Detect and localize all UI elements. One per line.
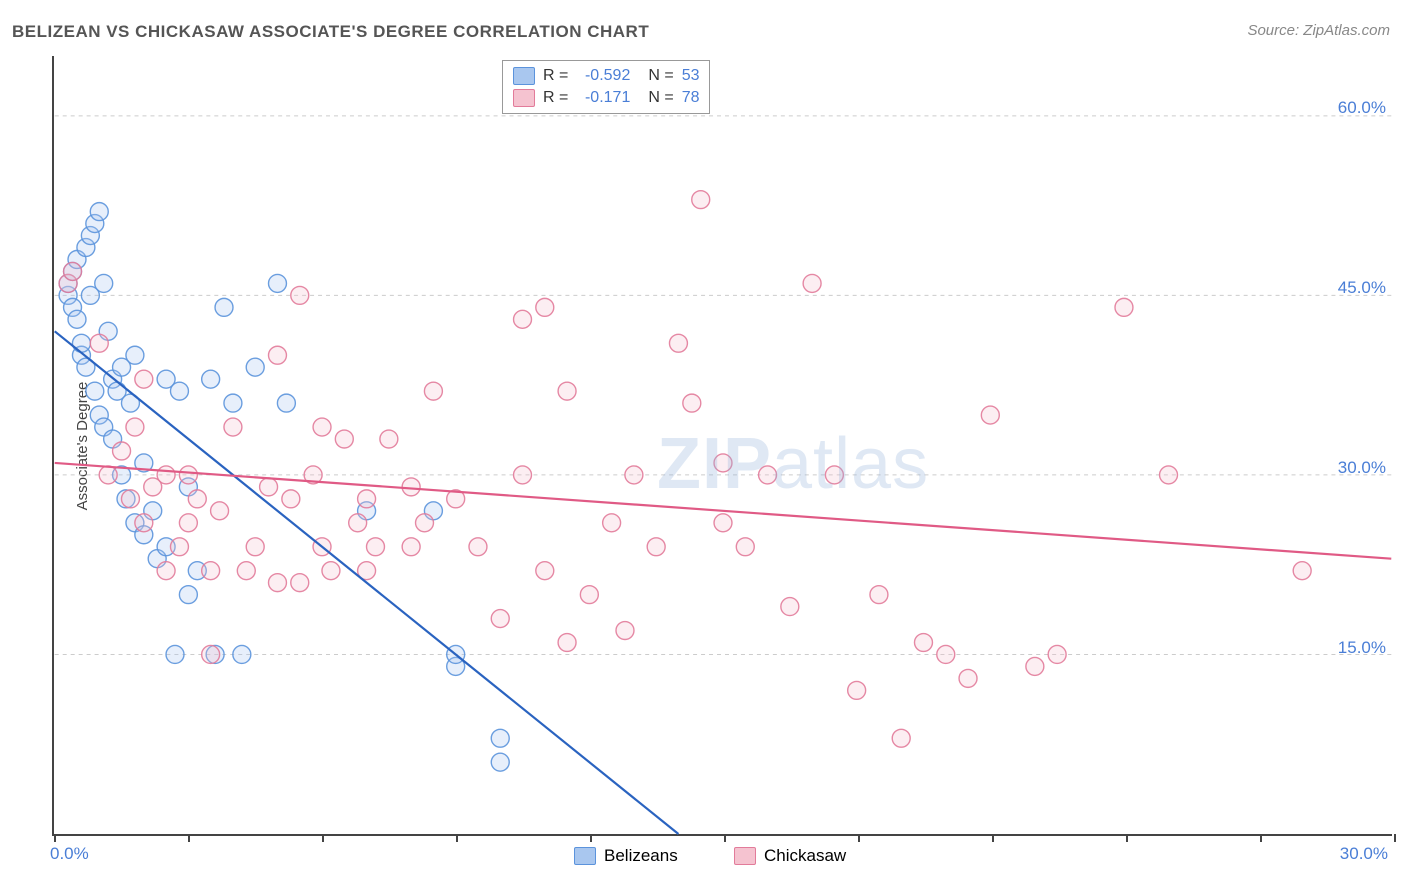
x-tick	[54, 834, 56, 842]
x-tick	[188, 834, 190, 842]
legend-series-label: Belizeans	[604, 846, 678, 866]
y-tick-label: 15.0%	[1338, 638, 1386, 658]
legend-row: R = -0.592 N = 53	[513, 65, 699, 87]
x-tick	[590, 834, 592, 842]
plot-area: ZIPatlas R =-0.592N =53R =-0.171N =78 15…	[52, 56, 1392, 836]
legend-correlation: R = -0.592 N = 53 R = -0.171 N = 78	[502, 60, 710, 114]
legend-bottom-item: Belizeans	[574, 846, 678, 866]
y-tick-label: 60.0%	[1338, 98, 1386, 118]
legend-series-label: Chickasaw	[764, 846, 846, 866]
plot-svg	[54, 56, 1392, 834]
legend-n-value: 78	[682, 89, 700, 107]
x-tick	[1126, 834, 1128, 842]
x-tick	[456, 834, 458, 842]
y-tick-label: 30.0%	[1338, 458, 1386, 478]
legend-swatch	[513, 67, 535, 85]
x-tick-label: 30.0%	[1340, 844, 1388, 864]
legend-bottom-item: Chickasaw	[734, 846, 846, 866]
legend-r-value: -0.171	[576, 89, 630, 107]
chart-title: BELIZEAN VS CHICKASAW ASSOCIATE'S DEGREE…	[12, 22, 649, 42]
source-label: Source: ZipAtlas.com	[1247, 22, 1390, 39]
legend-swatch	[513, 89, 535, 107]
legend-row: R = -0.171 N = 78	[513, 87, 699, 109]
x-tick	[322, 834, 324, 842]
x-tick	[1394, 834, 1396, 842]
y-tick-label: 45.0%	[1338, 278, 1386, 298]
legend-n-value: 53	[682, 67, 700, 85]
legend-r-label: R =	[543, 89, 568, 107]
legend-n-label: N =	[648, 89, 673, 107]
x-tick	[992, 834, 994, 842]
legend-swatch	[574, 847, 596, 865]
legend-n-label: N =	[648, 67, 673, 85]
x-tick	[1260, 834, 1262, 842]
legend-swatch	[734, 847, 756, 865]
x-tick	[858, 834, 860, 842]
legend-r-value: -0.592	[576, 67, 630, 85]
x-tick	[724, 834, 726, 842]
legend-r-label: R =	[543, 67, 568, 85]
x-tick-label: 0.0%	[50, 844, 89, 864]
